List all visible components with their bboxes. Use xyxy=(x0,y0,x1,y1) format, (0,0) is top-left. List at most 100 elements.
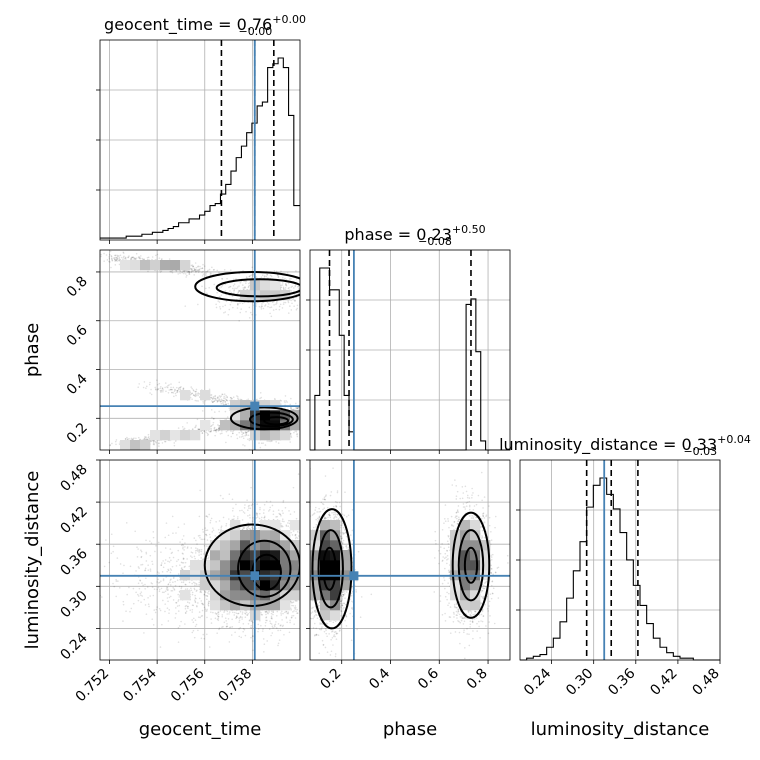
sample-point xyxy=(285,284,287,286)
sample-point xyxy=(290,531,292,534)
sample-point xyxy=(301,427,303,429)
sample-point xyxy=(290,435,292,437)
sample-point xyxy=(233,292,235,294)
sample-point xyxy=(218,301,221,303)
sample-point xyxy=(123,255,125,258)
sample-point xyxy=(210,611,212,613)
sample-point xyxy=(289,403,292,406)
sample-point xyxy=(313,290,315,292)
sample-point xyxy=(218,399,221,401)
sample-point xyxy=(296,435,299,438)
sample-point xyxy=(259,619,261,622)
sample-point xyxy=(226,625,228,628)
sample-point xyxy=(242,287,245,289)
sample-point xyxy=(290,299,292,302)
sample-point xyxy=(146,256,149,259)
sample-point xyxy=(113,256,116,259)
sample-point xyxy=(206,610,208,612)
sample-point xyxy=(147,436,150,439)
sample-point xyxy=(224,311,227,313)
sample-point xyxy=(222,397,225,399)
sample-point xyxy=(201,432,204,434)
sample-point xyxy=(244,634,247,637)
sample-point xyxy=(191,392,193,395)
sample-point xyxy=(260,305,263,307)
contour-2 xyxy=(229,406,299,431)
sample-point xyxy=(158,445,160,447)
sample-point xyxy=(288,510,290,512)
sample-point xyxy=(307,618,309,620)
sample-point xyxy=(304,418,306,420)
density-cell xyxy=(150,260,161,271)
sample-point xyxy=(238,436,241,438)
sample-point xyxy=(285,400,287,402)
sample-point xyxy=(311,422,313,424)
sample-point xyxy=(206,594,208,597)
sample-point xyxy=(230,396,232,399)
sample-point xyxy=(200,430,203,432)
sample-point xyxy=(236,437,239,440)
sample-point xyxy=(281,307,284,309)
sample-point xyxy=(272,513,275,516)
sample-point xyxy=(304,288,306,290)
sample-point xyxy=(222,305,224,308)
sample-point xyxy=(188,272,191,275)
density-cell xyxy=(130,260,141,271)
sample-point xyxy=(296,307,298,310)
sample-point xyxy=(282,499,285,502)
sample-point xyxy=(164,382,167,384)
sample-point xyxy=(277,644,279,647)
sample-point xyxy=(193,394,196,397)
sample-point xyxy=(263,643,266,646)
sample-point xyxy=(157,388,159,390)
sample-point xyxy=(227,313,230,316)
density-cell xyxy=(240,400,251,411)
sample-point xyxy=(193,274,196,276)
sample-point xyxy=(205,431,207,434)
sample-point xyxy=(210,430,212,432)
sample-point xyxy=(195,390,197,393)
sample-point xyxy=(155,254,157,257)
sample-point xyxy=(156,383,159,386)
sample-point xyxy=(202,270,204,273)
sample-point xyxy=(270,612,273,615)
sample-point xyxy=(293,431,295,434)
sample-point xyxy=(278,512,281,515)
sample-point xyxy=(279,629,282,632)
sample-point xyxy=(173,444,176,447)
sample-point xyxy=(301,605,303,607)
sample-point xyxy=(296,407,298,410)
sample-point xyxy=(264,444,267,446)
sample-point xyxy=(282,501,285,503)
sample-point xyxy=(301,301,303,303)
sample-point xyxy=(168,384,170,386)
sample-point xyxy=(220,398,223,401)
sample-point xyxy=(259,391,262,394)
sample-point xyxy=(201,275,204,277)
density-cell xyxy=(200,390,211,401)
sample-point xyxy=(116,258,118,261)
sample-point xyxy=(175,270,178,272)
sample-point xyxy=(198,270,201,272)
sample-point xyxy=(307,568,309,570)
sample-point xyxy=(311,442,313,444)
sample-point xyxy=(232,278,235,281)
sample-point xyxy=(116,257,119,260)
sample-point xyxy=(302,564,304,566)
sample-point xyxy=(303,427,305,429)
sample-point xyxy=(194,426,196,429)
sample-point xyxy=(222,400,225,402)
sample-point xyxy=(306,297,308,299)
sample-point xyxy=(215,429,217,432)
sample-point xyxy=(313,416,315,418)
sample-point xyxy=(124,257,126,260)
sample-point xyxy=(275,301,278,303)
sample-point xyxy=(301,424,303,426)
sample-point xyxy=(205,292,208,294)
sample-point xyxy=(305,413,307,415)
sample-point xyxy=(303,613,305,615)
sample-point xyxy=(301,420,303,422)
sample-point xyxy=(213,429,216,431)
sample-point xyxy=(212,423,214,426)
sample-point xyxy=(218,271,220,274)
